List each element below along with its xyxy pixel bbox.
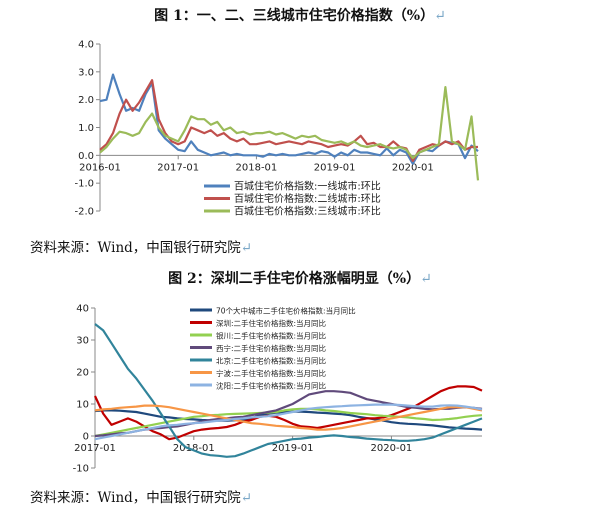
y-tick-label: 0.0 <box>78 151 94 162</box>
legend-label-2: 百城住宅价格指数:二线城市:环比 <box>234 192 381 205</box>
series-line-5 <box>94 323 483 458</box>
chart1-svg: -2.0 -1.0 0.0 1.0 2.0 3.0 4.0 2016-01 2017-01 201… <box>74 40 480 218</box>
x-tick-label: 2019-01 <box>314 162 356 173</box>
figure1-source: 资料来源：Wind，中国银行研究院↵ <box>30 236 252 256</box>
y-tick-label: 2.0 <box>78 95 94 106</box>
paragraph-mark: ↵ <box>420 271 432 287</box>
y-tick-label: 30 <box>76 336 89 347</box>
y-tick-label: -2.0 <box>74 207 94 218</box>
y-tick-label: 1.0 <box>78 123 94 134</box>
figure1-title-text: 图 1：一、二、三线城市住宅价格指数（%） <box>154 8 435 24</box>
legend-label-3: 百城住宅价格指数:三线城市:环比 <box>234 205 381 218</box>
paragraph-mark: ↵ <box>434 8 446 24</box>
series-line-6 <box>94 404 483 431</box>
paragraph-mark: ↵ <box>240 240 253 256</box>
y-tick-label: 3.0 <box>78 67 94 78</box>
x-tick-label: 2016-01 <box>79 162 121 173</box>
figure1-title: 图 1：一、二、三线城市住宅价格指数（%）↵ <box>0 5 600 25</box>
y-tick-label: -10 <box>73 464 89 475</box>
series-line-3 <box>99 85 480 181</box>
figure2-title: 图 2：深圳二手住宅价格涨幅明显（%）↵ <box>0 268 600 288</box>
series-line-7 <box>94 403 483 441</box>
legend-label-2: 深圳:二手住宅价格指数:当月同比 <box>216 318 327 328</box>
legend-label-7: 沈阳:二手住宅价格指数:当月同比 <box>216 381 327 391</box>
legend-label-4: 西宁:二手住宅价格指数:当月同比 <box>216 343 327 353</box>
y-tick-label: 20 <box>76 368 89 379</box>
series-line-1 <box>99 73 479 165</box>
y-tick-label: -1.0 <box>74 179 94 190</box>
chart2-series <box>94 323 483 458</box>
legend-label-1: 百城住宅价格指数:一线城市:环比 <box>234 180 381 193</box>
figure2-source: 资料来源：Wind，中国银行研究院↵ <box>30 486 252 506</box>
x-tick-label: 2018-01 <box>173 443 215 454</box>
y-tick-label: 40 <box>76 304 89 315</box>
y-tick-label: 0 <box>83 432 89 443</box>
legend-label-3: 银川:二手住宅价格指数:当月同比 <box>216 331 327 341</box>
x-tick-label: 2020-01 <box>371 443 413 454</box>
chart1-legend: 百城住宅价格指数:一线城市:环比百城住宅价格指数:二线城市:环比百城住宅价格指数… <box>204 180 381 218</box>
legend-label-6: 宁波:二手住宅价格指数:当月同比 <box>216 368 327 378</box>
paragraph-mark: ↵ <box>240 490 253 506</box>
series-line-3 <box>94 407 483 438</box>
legend-label-1: 70个大中城市二手住宅价格指数:当月同比 <box>216 306 356 316</box>
legend-label-5: 北京:二手住宅价格指数:当月同比 <box>216 356 327 366</box>
figure1-source-text: 资料来源：Wind，中国银行研究院 <box>30 240 241 256</box>
series-line-4 <box>94 390 483 438</box>
series-line-2 <box>94 385 483 441</box>
x-tick-label: 2017-01 <box>74 443 116 454</box>
chart2-legend: 70个大中城市二手住宅价格指数:当月同比深圳:二手住宅价格指数:当月同比银川:二… <box>190 306 356 391</box>
chart2-svg: -10 0 10 20 30 40 2017-01 2018-01 2019-01 2020-01… <box>73 304 483 475</box>
x-tick-label: 2019-01 <box>272 443 314 454</box>
y-tick-label: 4.0 <box>78 40 94 51</box>
figure2-title-text: 图 2：深圳二手住宅价格涨幅明显（%） <box>168 271 421 287</box>
y-tick-label: 10 <box>76 400 89 411</box>
figure2-source-text: 资料来源：Wind，中国银行研究院 <box>30 490 241 506</box>
x-tick-label: 2017-01 <box>157 162 199 173</box>
x-tick-label: 2018-01 <box>236 162 278 173</box>
chart2-axes: -10 0 10 20 30 40 2017-01 2018-01 2019-01 2020-01 <box>73 304 482 475</box>
chart1-series <box>99 73 480 181</box>
x-tick-label: 2020-01 <box>392 162 434 173</box>
